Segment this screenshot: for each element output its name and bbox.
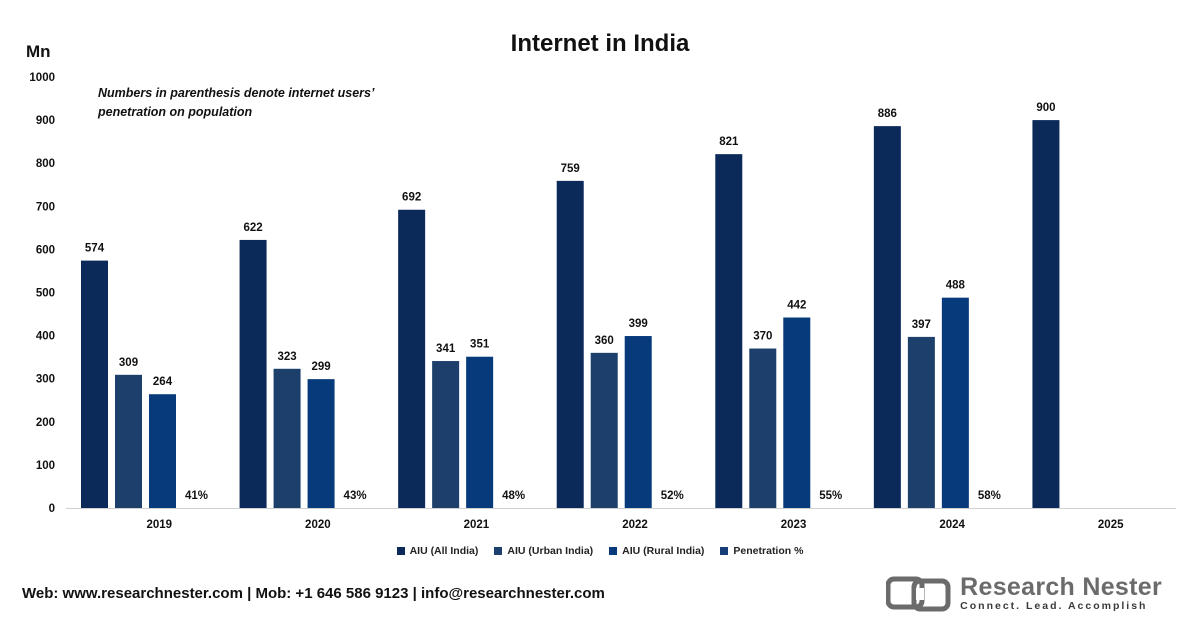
y-tick-label: 500 (36, 288, 55, 300)
bar (556, 180, 584, 508)
research-nester-logo-icon (886, 576, 951, 611)
y-tick-label: 400 (36, 331, 55, 343)
data-label: 900 (1036, 102, 1055, 114)
y-tick-label: 0 (49, 503, 55, 515)
data-label: 264 (153, 376, 173, 388)
y-tick-label: 100 (36, 460, 55, 472)
x-tick-label: 2023 (781, 519, 807, 531)
bar (873, 126, 901, 508)
data-label: 488 (946, 280, 966, 292)
bar (81, 260, 108, 508)
chart-note: Numbers in parenthesis denote internet u… (98, 84, 374, 122)
x-tick-label: 2022 (622, 519, 648, 531)
data-label: 442 (787, 299, 806, 311)
bar (239, 239, 267, 508)
bar (1032, 120, 1060, 508)
bar (749, 348, 777, 508)
data-label: 351 (470, 339, 490, 351)
data-label: 399 (629, 318, 648, 330)
data-label: 574 (85, 243, 105, 255)
data-label: 397 (912, 319, 931, 331)
legend-swatch (720, 547, 729, 555)
data-label: 622 (243, 222, 262, 234)
data-label: 52% (661, 490, 684, 502)
bar (466, 356, 494, 508)
data-label: 821 (719, 136, 739, 148)
bar (307, 379, 335, 508)
y-tick-label: 1000 (29, 72, 55, 84)
y-tick-label: 900 (36, 115, 55, 127)
legend-label: AIU (All India) (409, 545, 479, 557)
bar (398, 209, 426, 509)
data-label: 360 (595, 335, 614, 347)
legend-item-rural-india: AIU (Rural India) (609, 545, 704, 557)
bar (432, 361, 460, 508)
bar (783, 317, 811, 508)
chart-note-line-1: Numbers in parenthesis denote internet u… (98, 86, 375, 100)
data-label: 309 (119, 357, 138, 369)
bar (941, 297, 969, 508)
bar (624, 336, 652, 508)
bar (590, 352, 618, 508)
y-tick-label: 800 (36, 158, 55, 170)
y-tick-label: 600 (36, 244, 55, 256)
x-tick-label: 2020 (305, 519, 331, 531)
x-tick-label: 2025 (1098, 519, 1124, 531)
legend-label: AIU (Urban India) (507, 545, 594, 557)
legend-item-urban-india: AIU (Urban India) (494, 545, 593, 557)
data-label: 55% (819, 490, 842, 502)
data-label: 692 (402, 192, 421, 204)
y-tick-label: 700 (36, 201, 55, 213)
bar (715, 154, 743, 509)
y-axis-unit-label: Mn (26, 42, 51, 61)
legend-swatch (609, 547, 618, 555)
data-label: 43% (344, 490, 367, 502)
bar (273, 368, 301, 508)
data-label: 323 (277, 351, 296, 363)
logo-name: Research Nester (960, 573, 1162, 601)
legend-label: Penetration % (733, 545, 804, 557)
footer-contact: Web: www.researchnester.com | Mob: +1 64… (22, 585, 605, 602)
data-label: 48% (502, 490, 525, 502)
data-label: 41% (185, 490, 208, 502)
x-tick-label: 2019 (146, 519, 172, 531)
y-tick-label: 300 (36, 374, 55, 386)
legend-swatch (396, 547, 405, 555)
logo-tagline: Connect. Lead. Accomplish (960, 600, 1148, 612)
bar (907, 336, 935, 508)
data-label: 299 (311, 361, 330, 373)
legend-item-all-india: AIU (All India) (396, 545, 479, 557)
chart-note-line-2: penetration on population (98, 105, 253, 119)
x-tick-label: 2024 (939, 519, 965, 531)
bar (115, 374, 142, 508)
chart-title: Internet in India (510, 30, 690, 57)
legend-swatch (494, 547, 503, 555)
y-tick-label: 200 (36, 417, 55, 429)
bar (149, 394, 176, 508)
data-label: 759 (561, 163, 580, 175)
data-label: 886 (878, 108, 897, 120)
data-label: 341 (436, 343, 456, 355)
x-tick-label: 2021 (464, 519, 490, 531)
data-label: 370 (753, 331, 772, 343)
legend-label: AIU (Rural India) (622, 545, 705, 557)
research-nester-logo: Research Nester Connect. Lead. Accomplis… (886, 574, 1162, 613)
chart-legend: AIU (All India) AIU (Urban India) AIU (R… (0, 545, 1200, 557)
legend-item-penetration: Penetration % (720, 545, 803, 557)
data-label: 58% (978, 490, 1001, 502)
